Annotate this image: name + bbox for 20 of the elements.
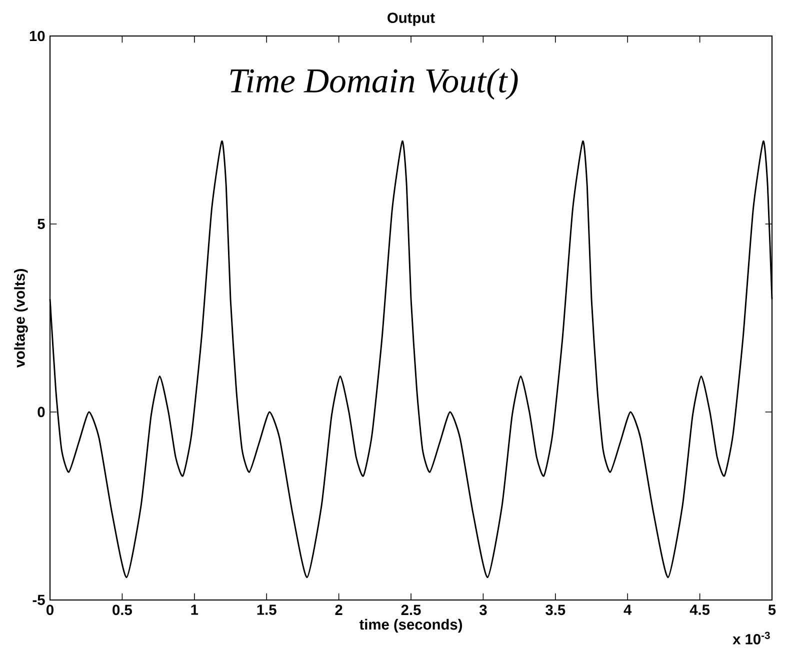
x-tick-label: 3.5 (546, 604, 566, 616)
x-tick-label: 2.5 (401, 604, 421, 616)
y-tick-label: 5 (38, 218, 45, 230)
x-tick-label: 5 (768, 604, 776, 615)
x-tick-label: 4.5 (690, 604, 710, 615)
y-axis-title: voltage (volts) (14, 269, 28, 368)
x-tick-label: 0 (46, 604, 54, 616)
x-tick-label: 0.5 (112, 604, 132, 616)
x-tick-label: 1.5 (257, 604, 276, 615)
text: x 10$^{-3}$ (732, 632, 770, 644)
chart-title: Output (388, 12, 435, 26)
x-tick-label: 1 (191, 604, 198, 615)
x-tick-label: 2 (335, 604, 342, 615)
x-tick-label: 4 (624, 604, 632, 615)
y-tick-label: -5 (32, 594, 45, 606)
y-tick-label: 0 (38, 406, 45, 418)
x-axis-title: time (seconds) (359, 618, 462, 633)
y-tick-label: 10 (30, 30, 45, 42)
annotation: Time Domain Vout(t) (230, 68, 518, 100)
x-tick-label: 3 (479, 604, 487, 616)
